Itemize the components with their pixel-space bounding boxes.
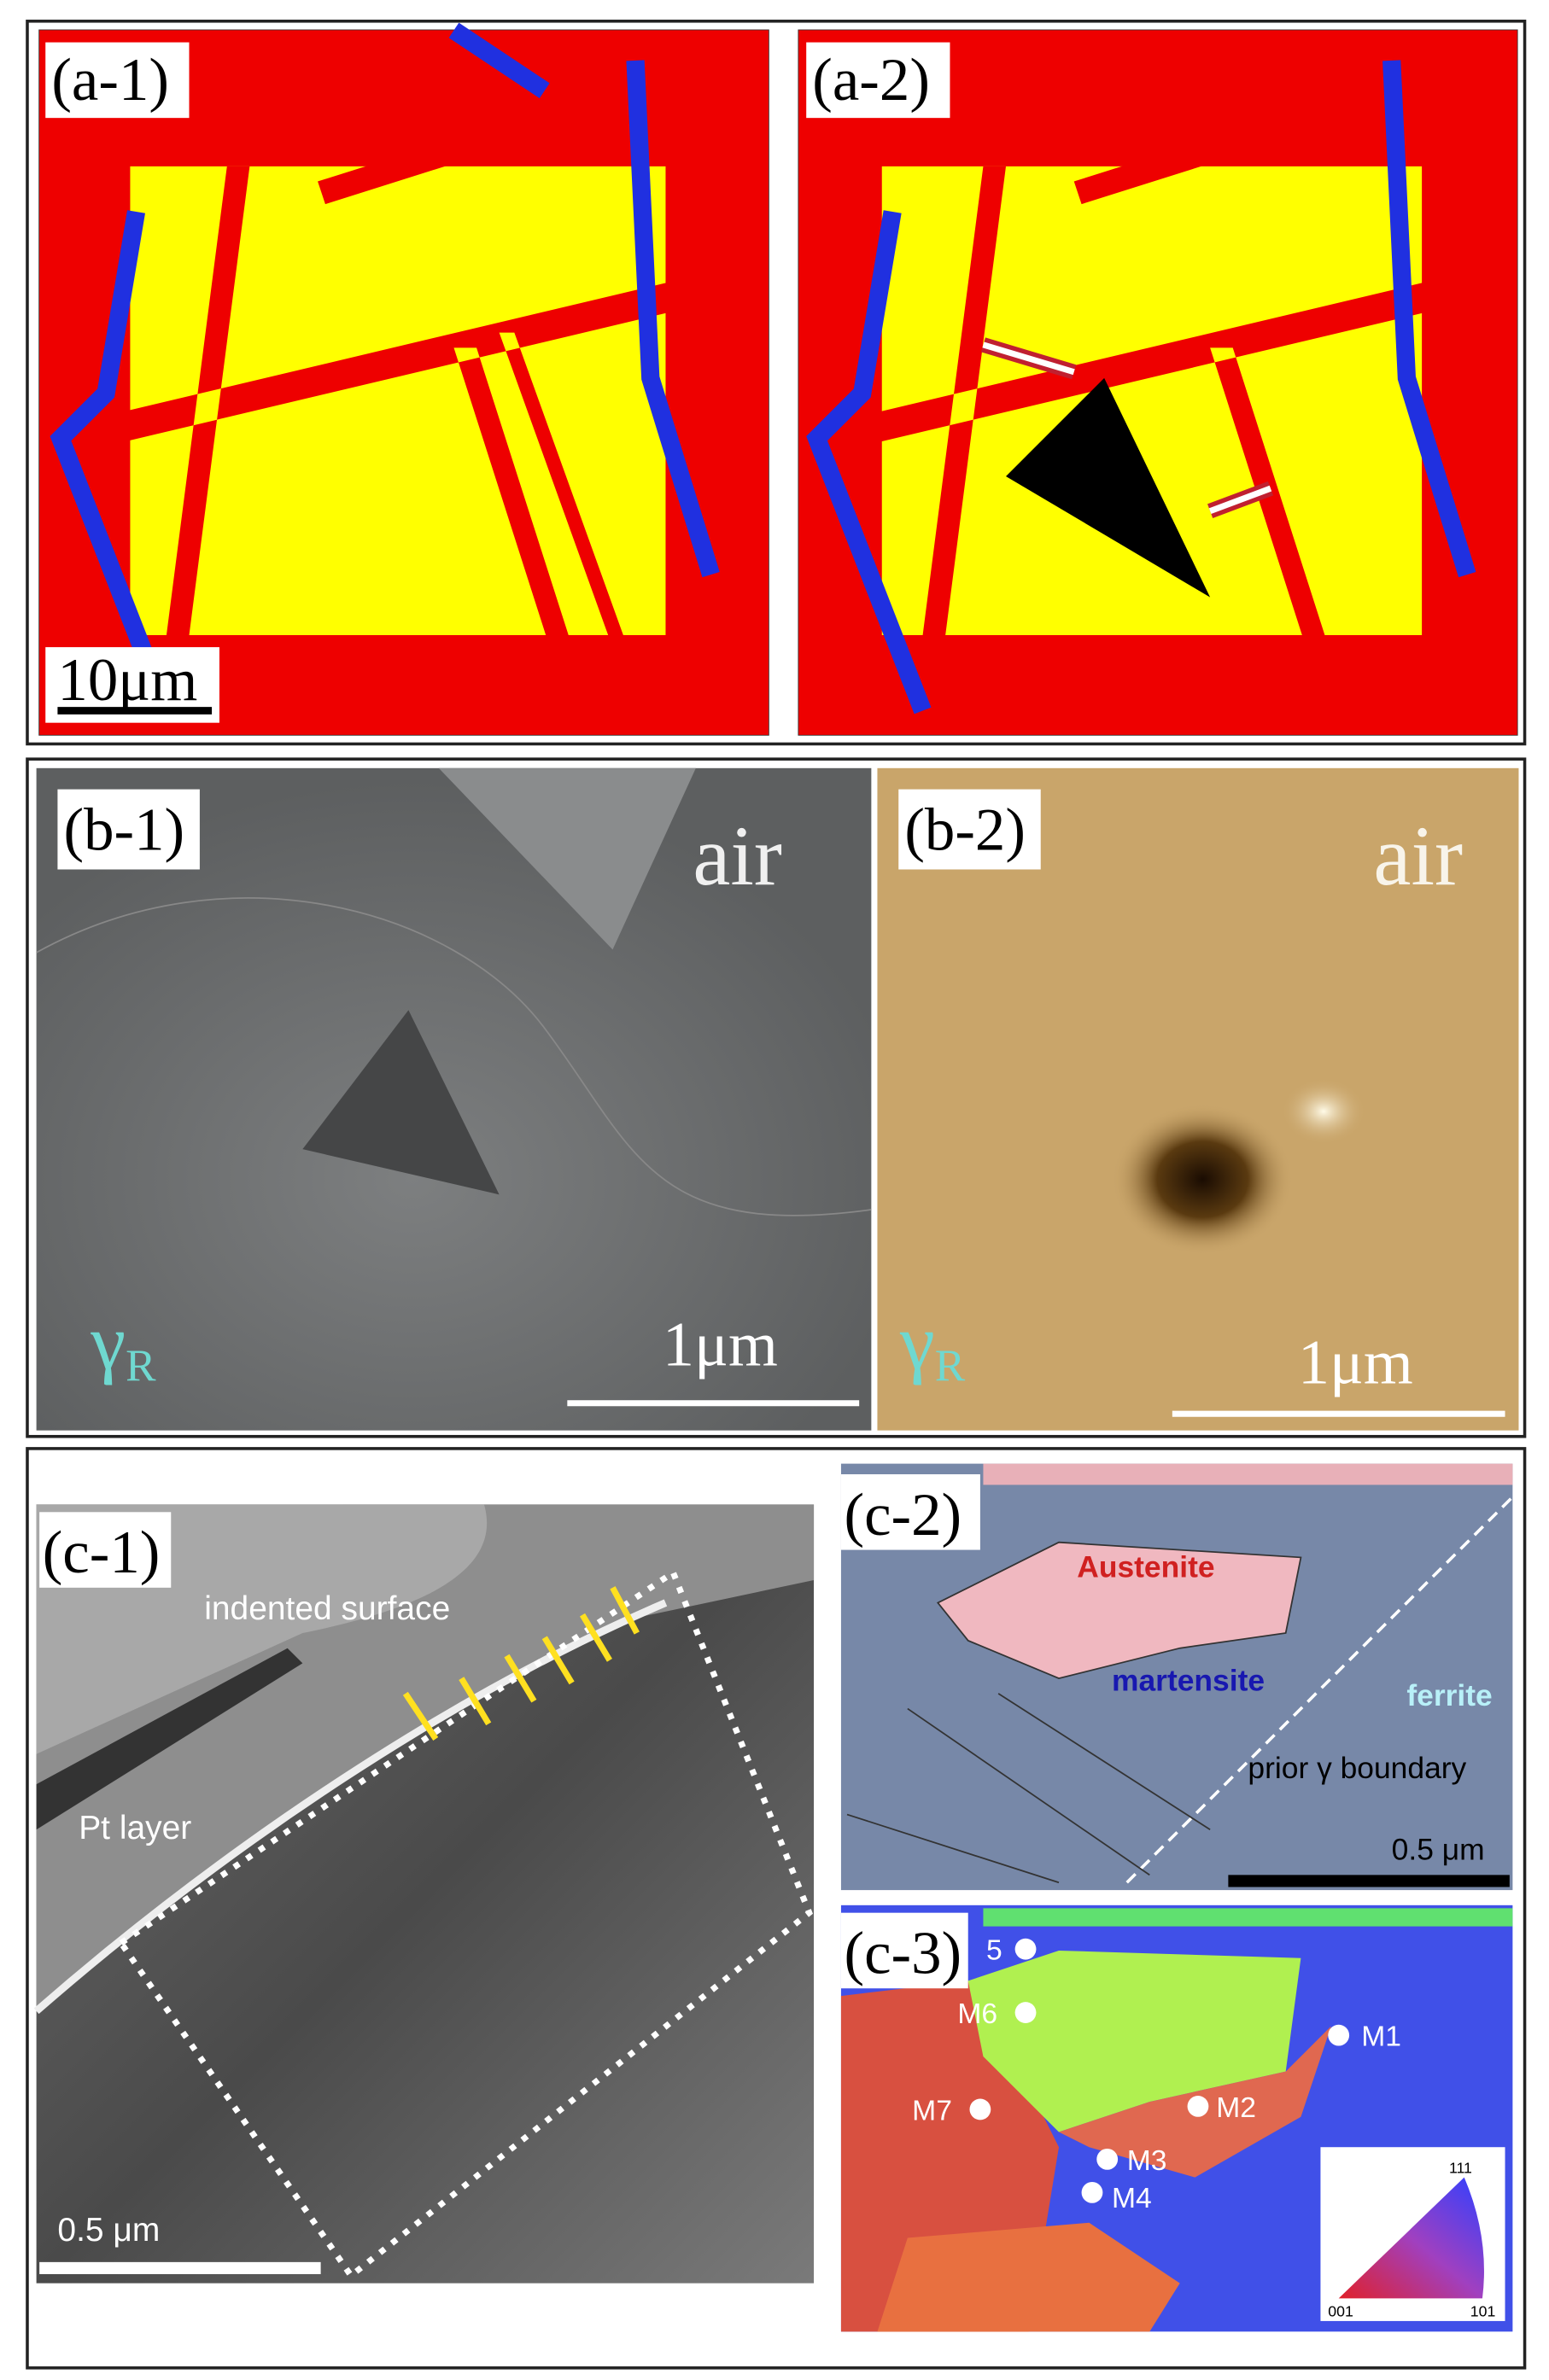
legend-label: 001 [1328, 2303, 1353, 2320]
panel-label: (a-2) [812, 47, 930, 114]
grain [877, 2222, 1180, 2332]
phase-label: γR [90, 1298, 156, 1391]
label-box [806, 42, 950, 119]
phase-map [840, 1463, 1514, 1891]
point [1096, 2148, 1119, 2170]
annotation: Pt layer [79, 1810, 191, 1846]
ipf-triangle [1338, 2177, 1484, 2299]
indent [302, 1010, 500, 1195]
selected-area [116, 1567, 814, 2280]
dark-band [36, 1648, 303, 1830]
panel-label: (c-3) [844, 1921, 962, 1987]
phase-subscript: R [935, 1341, 966, 1391]
point-label: M6 [957, 1998, 997, 2030]
point [969, 2098, 991, 2120]
panel-label: (c-1) [43, 1520, 161, 1586]
point [1014, 1938, 1037, 1960]
scale-bar-label: 1μm [663, 1310, 778, 1380]
blue-boundary [806, 60, 1476, 715]
measure-points: 5 M6 M1 M7 M2 M3 M4 [912, 1935, 1401, 2214]
label-box [39, 1512, 172, 1588]
phase: γ [90, 1298, 126, 1385]
indent-region [1006, 377, 1211, 598]
panel-label: (b-2) [904, 796, 1026, 863]
point-label: M2 [1216, 2092, 1256, 2124]
point-label: M7 [912, 2095, 952, 2126]
point-label: M4 [1112, 2183, 1152, 2214]
phase-name: ferrite [1406, 1678, 1492, 1712]
point [1328, 2024, 1350, 2046]
panel-label: (b-1) [63, 796, 184, 863]
phase-label: γR [899, 1298, 966, 1391]
arrow [982, 341, 1272, 515]
point [1187, 2095, 1209, 2117]
legend-label: 111 [1449, 2159, 1472, 2176]
medium-label: air [1373, 810, 1463, 903]
red-lath [106, 90, 711, 726]
prior-boundary [1125, 1496, 1514, 1884]
map-a2 [798, 29, 1518, 736]
point-label: 5 [986, 1935, 1002, 1967]
legend-label: 101 [1470, 2303, 1496, 2320]
edge [983, 1908, 1513, 1927]
scale-bar-label: 0.5 μm [57, 2212, 160, 2249]
phase: γ [899, 1298, 935, 1385]
scale-bar-label: 10μm [57, 647, 197, 714]
lath-boundary [846, 1693, 1211, 1884]
point [1014, 2002, 1037, 2023]
air-region [438, 767, 696, 950]
label-box [45, 42, 190, 119]
grain-boundary [36, 897, 872, 1216]
label-box [57, 789, 200, 870]
sem-image [36, 767, 872, 1431]
annotation: prior γ boundary [1248, 1751, 1466, 1785]
blue-boundary [50, 22, 720, 715]
kpfm-image [877, 767, 1519, 1431]
point [1081, 2181, 1103, 2203]
label-box [840, 1912, 968, 1989]
edge [983, 1463, 1513, 1485]
austenite-region [936, 1541, 1302, 1680]
arrow [402, 1586, 640, 1741]
phase-name: martensite [1112, 1663, 1265, 1697]
scale-bar-label: 0.5 μm [1392, 1833, 1485, 1867]
dark-spot [1111, 1104, 1294, 1256]
label-box [898, 789, 1041, 870]
panel-label: (c-2) [844, 1482, 962, 1549]
scale-bar-label: 1μm [1298, 1328, 1413, 1398]
annotation: indented surface [204, 1590, 450, 1627]
red-lath [862, 90, 1468, 726]
point-label: M3 [1127, 2145, 1167, 2177]
medium-label: air [693, 810, 782, 903]
label-box [840, 1474, 980, 1550]
phase-name: Austenite [1077, 1549, 1214, 1584]
phase-subscript: R [126, 1341, 156, 1391]
panel-label: (a-1) [51, 47, 169, 114]
point-label: M1 [1361, 2021, 1401, 2053]
bright-spot [1281, 1077, 1366, 1145]
map-a1 [38, 22, 769, 736]
